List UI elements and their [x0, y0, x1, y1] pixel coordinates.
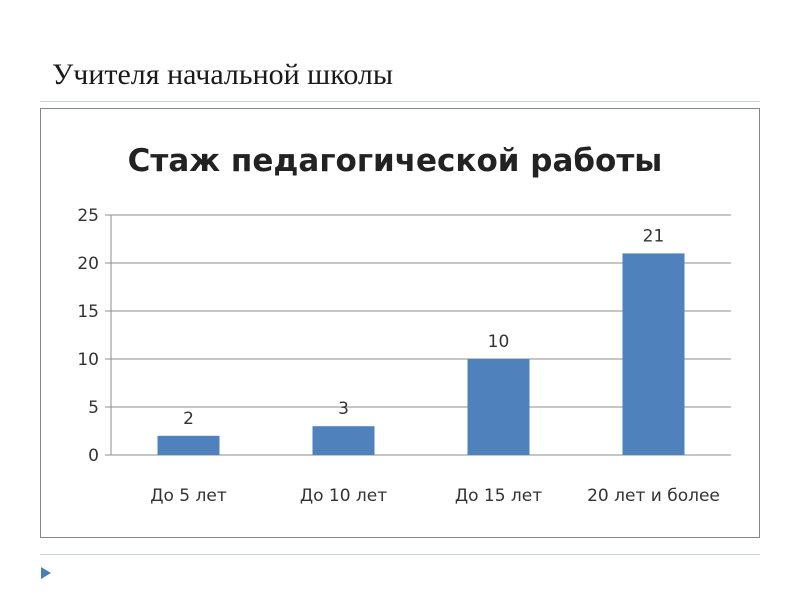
bars [157, 253, 685, 455]
category-label: До 15 лет [455, 486, 542, 506]
title-divider [40, 101, 760, 102]
bar [622, 253, 685, 455]
y-axis-ticks: 0 5 10 15 20 25 [77, 206, 99, 466]
y-tick-label: 0 [88, 446, 99, 466]
data-label: 10 [488, 332, 510, 352]
data-label: 21 [643, 226, 665, 246]
footer-divider [40, 554, 760, 555]
bar [157, 435, 220, 455]
chart-frame: Стаж педагогической работы 0 5 10 15 20 25 2 3… [40, 108, 760, 538]
category-label: До 5 лет [150, 486, 227, 506]
data-label: 2 [183, 409, 194, 429]
data-labels: 2 3 10 21 [183, 226, 664, 428]
data-label: 3 [338, 399, 349, 419]
triangle-right-icon [41, 567, 51, 579]
y-tick-label: 5 [88, 398, 99, 418]
y-tick-label: 20 [77, 254, 99, 274]
bar [467, 359, 530, 455]
y-tick-label: 15 [77, 302, 99, 322]
y-tick-label: 10 [77, 350, 99, 370]
category-label: 20 лет и более [587, 486, 720, 506]
x-axis-categories: До 5 лет До 10 лет До 15 лет 20 лет и более [150, 486, 720, 506]
slide-title: Учителя начальной школы [52, 58, 394, 91]
bar [312, 426, 375, 455]
y-tick-label: 25 [77, 206, 99, 226]
category-label: До 10 лет [300, 486, 387, 506]
chart-title: Стаж педагогической работы [128, 143, 663, 179]
bar-chart: Стаж педагогической работы 0 5 10 15 20 25 2 3… [77, 143, 731, 506]
